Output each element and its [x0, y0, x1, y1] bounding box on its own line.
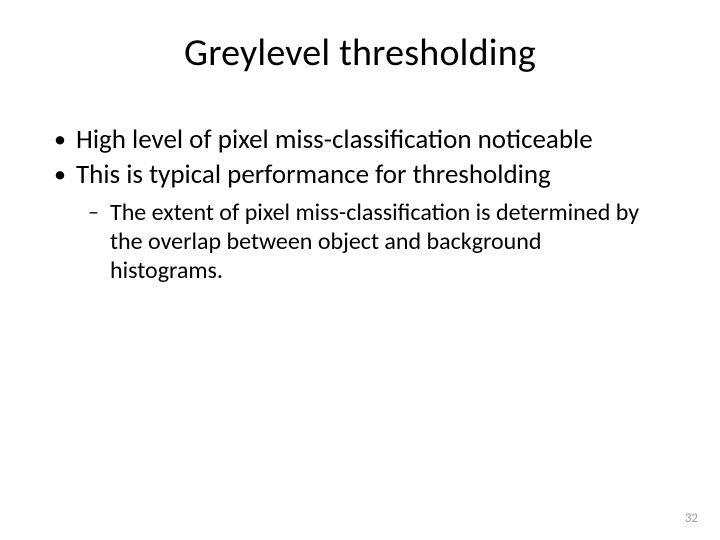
sub-bullet-text: The extent of pixel miss-classification … [110, 198, 640, 286]
slide: Greylevel thresholding • High level of p… [0, 0, 720, 540]
bullet-dot-icon: • [54, 124, 76, 156]
sub-bullet-item: – The extent of pixel miss-classificatio… [88, 198, 650, 286]
bullet-text: High level of pixel miss-classification … [76, 124, 650, 157]
bullet-item: • This is typical performance for thresh… [54, 159, 650, 192]
bullet-text: This is typical performance for threshol… [76, 159, 650, 192]
slide-title: Greylevel thresholding [40, 30, 680, 76]
bullet-item: • High level of pixel miss-classificatio… [54, 124, 650, 157]
bullet-dash-icon: – [88, 198, 110, 227]
slide-body: • High level of pixel miss-classificatio… [40, 124, 680, 286]
page-number: 32 [685, 511, 698, 526]
bullet-dot-icon: • [54, 159, 76, 191]
